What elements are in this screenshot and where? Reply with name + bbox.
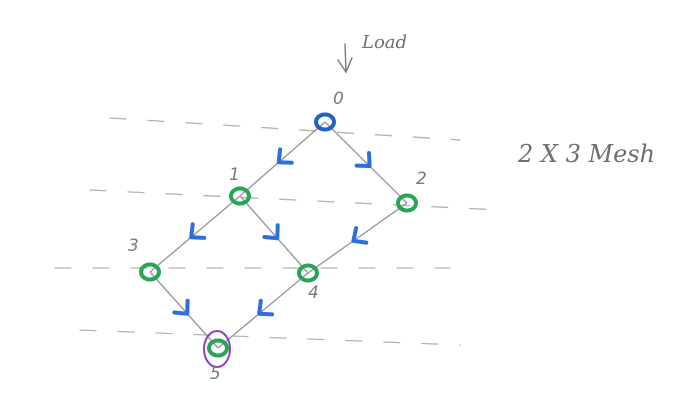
mesh-edges xyxy=(149,121,408,349)
dash-line xyxy=(79,329,461,346)
node-3 xyxy=(139,262,161,282)
node-label-0: 0 xyxy=(333,89,344,109)
arrow-1-4-icon xyxy=(262,223,280,241)
mesh-nodes xyxy=(139,112,418,368)
node-label-5: 5 xyxy=(210,364,221,384)
node-0 xyxy=(314,112,336,132)
dash-line xyxy=(109,117,461,141)
node-labels: 0 1 2 3 4 5 xyxy=(128,89,427,384)
node-5-highlight xyxy=(203,330,231,368)
mesh-label: 2 X 3 Mesh xyxy=(517,140,655,168)
arrow-0-1-icon xyxy=(276,147,294,165)
dash-line xyxy=(89,189,501,211)
load-indicator: Load xyxy=(337,32,407,74)
node-4 xyxy=(297,263,319,283)
arrow-4-5-icon xyxy=(257,298,275,317)
arrow-2-4-icon xyxy=(351,226,369,245)
arrow-3-5-icon xyxy=(172,298,190,316)
background-dashes xyxy=(54,117,501,346)
node-1 xyxy=(229,186,251,206)
edge-3-5 xyxy=(149,271,219,349)
load-arrow-icon xyxy=(337,43,353,74)
load-label: Load xyxy=(361,32,407,53)
edge-4-5 xyxy=(217,272,309,349)
node-label-4: 4 xyxy=(308,283,319,303)
edge-1-3 xyxy=(149,195,241,273)
node-2 xyxy=(396,193,418,213)
edge-2-4 xyxy=(307,202,408,274)
arrow-0-2-icon xyxy=(354,151,372,168)
node-label-2: 2 xyxy=(416,169,427,189)
arrow-1-3-icon xyxy=(189,222,207,240)
node-5 xyxy=(207,338,229,358)
edge-0-2 xyxy=(324,121,408,204)
edge-1-4 xyxy=(239,195,309,274)
direction-arrows xyxy=(172,147,372,317)
edge-0-1 xyxy=(239,121,326,197)
node-label-3: 3 xyxy=(128,236,139,256)
node-label-1: 1 xyxy=(229,165,240,185)
